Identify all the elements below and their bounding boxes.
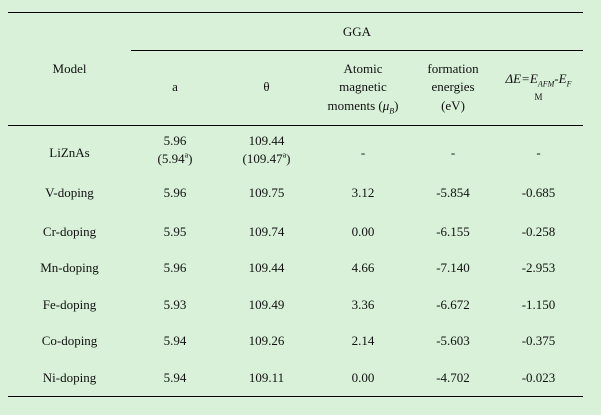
- row-a: 5.94: [163, 370, 187, 385]
- row-a: 5.96: [163, 185, 187, 200]
- moments-header-line2: magnetic: [339, 79, 387, 94]
- row-delta: -1.150: [521, 297, 556, 312]
- a-header: a: [172, 79, 178, 94]
- row-formation: -6.672: [436, 297, 470, 312]
- row-theta: 109.11: [248, 370, 285, 385]
- row-formation: -5.854: [436, 185, 470, 200]
- row-delta: -0.375: [521, 333, 556, 348]
- row-model: LiZnAs: [49, 145, 90, 160]
- row-theta-ref: (109.47a): [242, 150, 291, 166]
- row-formation: -6.155: [436, 224, 470, 239]
- row-moment: 0.00: [351, 370, 375, 385]
- row-theta: 109.26: [248, 333, 285, 348]
- row-moment: 2.14: [351, 333, 375, 348]
- row-theta: 109.44: [248, 260, 285, 275]
- row-formation: -4.702: [436, 370, 470, 385]
- row-a: 5.96: [163, 260, 187, 275]
- row-model: Fe-doping: [42, 297, 97, 312]
- delta-header-line1: ΔE=EAFM-EF: [505, 71, 572, 89]
- formation-header-line3: (eV): [441, 98, 465, 113]
- gga-header: GGA: [342, 24, 372, 39]
- moments-header-line3: moments (μB): [327, 98, 399, 116]
- row-formation: -5.603: [436, 333, 470, 348]
- row-formation: -7.140: [436, 260, 470, 275]
- row-formation: -: [450, 145, 456, 160]
- row-theta: 109.44: [248, 133, 285, 148]
- row-moment: 4.66: [351, 260, 375, 275]
- row-theta: 109.49: [248, 297, 285, 312]
- row-theta: 109.74: [248, 224, 285, 239]
- row-model: Co-doping: [41, 333, 98, 348]
- theta-header: θ: [263, 79, 270, 94]
- row-model: Ni-doping: [42, 370, 97, 385]
- row-model: V-doping: [45, 185, 94, 200]
- row-delta: -0.258: [521, 224, 556, 239]
- gga-underline: [131, 50, 583, 51]
- row-moment: -: [360, 145, 366, 160]
- row-a: 5.95: [163, 224, 187, 239]
- row-theta: 109.75: [248, 185, 285, 200]
- header-bottom-rule: [8, 125, 583, 126]
- row-moment: 3.36: [351, 297, 375, 312]
- row-moment: 0.00: [351, 224, 375, 239]
- row-a-ref: (5.94a): [157, 150, 193, 166]
- formation-header-line2: energies: [431, 79, 475, 94]
- row-a: 5.94: [163, 333, 187, 348]
- row-delta: -0.023: [521, 370, 556, 385]
- bottom-rule: [8, 396, 583, 397]
- row-delta: -2.953: [521, 260, 556, 275]
- row-model: Cr-doping: [42, 224, 97, 239]
- top-rule: [8, 12, 583, 13]
- moments-header-line1: Atomic: [343, 61, 383, 76]
- row-model: Mn-doping: [40, 260, 99, 275]
- delta-header-line2: M: [534, 92, 543, 102]
- row-delta: -0.685: [521, 185, 556, 200]
- row-a: 5.93: [163, 297, 187, 312]
- row-delta: -: [536, 145, 541, 160]
- row-a: 5.96: [163, 133, 187, 148]
- formation-header-line1: formation: [427, 61, 479, 76]
- model-header: Model: [52, 61, 87, 76]
- row-moment: 3.12: [351, 185, 375, 200]
